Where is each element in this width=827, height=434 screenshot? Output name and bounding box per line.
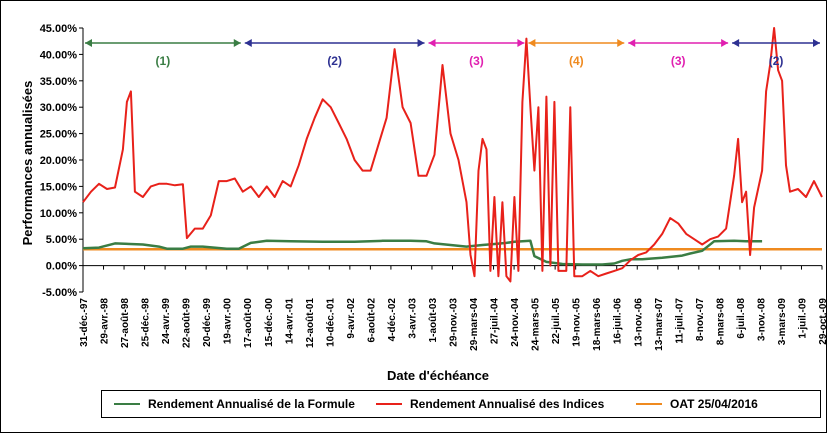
x-tick-label: 19-nov.-05: [572, 298, 583, 347]
x-tick-label: 9-avr.-02: [346, 298, 357, 339]
legend-swatch-orange: [636, 403, 662, 405]
legend-item-formula: Rendement Annualisé de la Formule: [114, 391, 355, 417]
legend-label: Rendement Annualisé des Indices: [410, 397, 605, 411]
series-lines: [82, 27, 823, 283]
x-tick-label: 19-avr.-00: [223, 298, 234, 345]
y-tick-label: 0.00%: [46, 261, 77, 273]
period-label: (1): [156, 54, 171, 68]
x-tick-label: 4-déc.-02: [387, 298, 398, 342]
x-tick-label: 15-déc.-00: [264, 298, 275, 347]
legend-label: Rendement Annualisé de la Formule: [148, 397, 355, 411]
period-arrow-head-right: [617, 39, 625, 47]
x-tick-label: 29-nov.-03: [449, 298, 460, 347]
period-arrow-head-left: [428, 39, 436, 47]
legend: Rendement Annualisé de la Formule Rendem…: [101, 390, 821, 418]
y-tick-label: 20.00%: [40, 155, 78, 167]
x-axis-label: Date d'échéance: [387, 368, 489, 383]
series-line-0: [82, 239, 763, 266]
period-label: (2): [769, 54, 784, 68]
period-label: (2): [327, 54, 342, 68]
legend-item-indices: Rendement Annualisé des Indices: [376, 391, 604, 417]
period-label: (3): [671, 54, 686, 68]
x-tick-label: 29-oct.-09: [818, 298, 827, 345]
x-tick-label: 24-nov.-04: [510, 298, 521, 347]
x-tick-label: 1-août-03: [428, 298, 439, 343]
x-tick-label: 31-déc.-97: [79, 298, 90, 347]
y-tick-label: 45.00%: [40, 23, 78, 35]
x-tick-label: 24-mars-05: [531, 298, 542, 351]
period-arrow-head-left: [732, 39, 740, 47]
y-tick-label: 25.00%: [40, 129, 78, 141]
x-tick-label: 20-déc.-99: [202, 298, 213, 347]
y-tick-label: 5.00%: [46, 234, 77, 246]
y-axis-label: Performances annualisées: [20, 81, 35, 246]
period-arrow-head-right: [813, 39, 820, 47]
y-tick-label: 40.00%: [40, 49, 78, 61]
series-line-1: [82, 27, 823, 283]
y-tick-label: 30.00%: [40, 102, 78, 114]
x-tick-label: 6-août-02: [366, 298, 377, 343]
x-tick-label: 3-nov.-08: [756, 298, 767, 342]
x-tick-label: 25-déc.-98: [141, 298, 152, 347]
period-label: (4): [569, 54, 584, 68]
x-axis: 31-déc.-97 29-avr.-98 27-août-98 25-déc.-98…: [79, 265, 827, 351]
x-tick-label: 18-mars-06: [592, 298, 603, 351]
x-tick-label: 29-mars-04: [469, 298, 480, 351]
legend-swatch-red: [376, 403, 402, 405]
x-tick-label: 10-déc.-01: [325, 298, 336, 347]
x-tick-label: 29-avr.-98: [100, 298, 111, 345]
x-tick-label: 1-juil.-09: [797, 298, 808, 339]
x-tick-label: 14-avr.-01: [284, 298, 295, 345]
x-tick-label: 22-août-99: [182, 298, 193, 348]
period-arrow-head-left: [628, 39, 636, 47]
x-tick-label: 6-juil.-08: [736, 298, 747, 339]
x-tick-label: 24-avr.-99: [161, 298, 172, 345]
period-arrow-head-right: [233, 39, 241, 47]
period-arrow-head-left: [528, 39, 536, 47]
x-tick-label: 11-juil.-07: [674, 298, 685, 344]
x-tick-label: 13-nov.-06: [633, 298, 644, 347]
period-label: (3): [469, 54, 484, 68]
x-tick-label: 8-nov.-07: [695, 298, 706, 342]
y-axis: -5.00% 0.00% 5.00% 10.00% 15.00% 20.00% 25.00%…: [40, 23, 84, 299]
period-arrow-head-right: [417, 39, 425, 47]
legend-label: OAT 25/04/2016: [670, 397, 758, 411]
period-annotations: (1) (2) (3) (4) (3) (2): [85, 39, 820, 68]
x-tick-label: 22-juil.-05: [551, 298, 562, 345]
x-tick-label: 3-mars-09: [777, 298, 788, 346]
period-arrow-head-right: [721, 39, 729, 47]
y-tick-label: 15.00%: [40, 181, 78, 193]
x-tick-label: 17-août-00: [243, 298, 254, 348]
y-tick-label: 35.00%: [40, 76, 78, 88]
x-tick-label: 27-août-98: [120, 298, 131, 348]
period-arrow-head-left: [85, 39, 92, 47]
x-tick-label: 13-mars-07: [654, 298, 665, 351]
y-tick-label: 10.00%: [40, 208, 78, 220]
legend-swatch-green: [114, 403, 140, 405]
x-tick-label: 16-juil.-06: [613, 298, 624, 345]
x-tick-label: 3-avr.-03: [407, 298, 418, 339]
period-arrow-head-right: [517, 39, 525, 47]
x-tick-label: 27-juil.-04: [490, 298, 501, 345]
x-tick-label: 12-août-01: [305, 298, 316, 348]
y-tick-label: -5.00%: [42, 287, 77, 299]
x-tick-label: 8-mars-08: [715, 298, 726, 346]
period-arrow-head-left: [244, 39, 252, 47]
legend-item-oat: OAT 25/04/2016: [636, 391, 758, 417]
